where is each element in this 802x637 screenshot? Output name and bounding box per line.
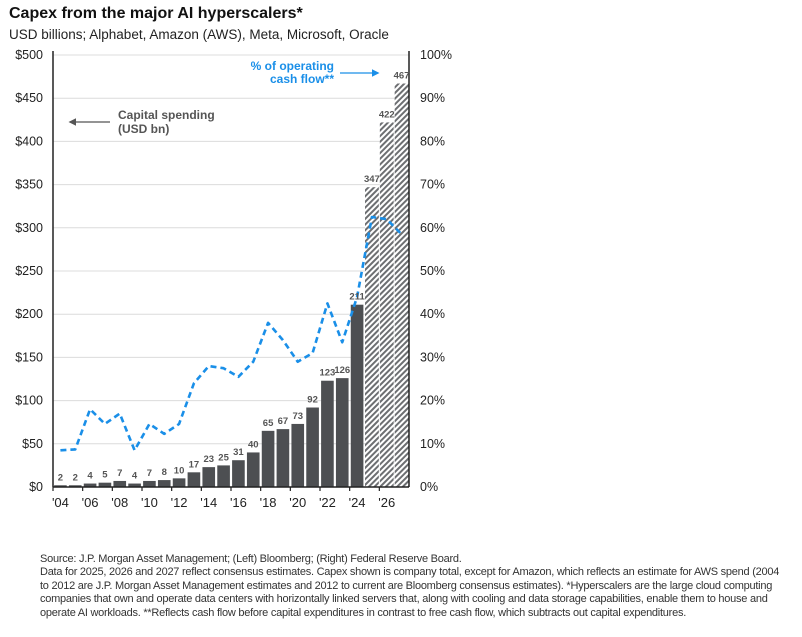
left-axis-tick-label: $100: [15, 394, 43, 408]
bar-value-label: 65: [263, 418, 274, 429]
bar: [261, 430, 275, 487]
x-axis-tick-label: '04: [52, 495, 69, 510]
bar-value-label: 40: [248, 439, 259, 450]
bar: [157, 480, 171, 487]
chart-subtitle: USD billions; Alphabet, Amazon (AWS), Me…: [9, 27, 389, 42]
bar-estimate: [394, 83, 409, 488]
left-axis-tick-label: $350: [15, 178, 43, 192]
bar-value-label: 422: [379, 109, 395, 120]
bar: [128, 483, 141, 487]
bar: [68, 485, 82, 487]
bar: [202, 467, 216, 487]
line-series: [60, 215, 403, 452]
bar-value-label: 5: [102, 470, 108, 481]
bar-value-label: 467: [394, 71, 410, 82]
bar-value-label: 67: [278, 416, 289, 427]
bar-value-label: 25: [218, 452, 229, 463]
right-axis-tick-label: 60%: [420, 221, 445, 235]
bar-value-label: 31: [233, 447, 244, 458]
x-axis-tick-label: '16: [230, 495, 247, 510]
left-axis-tick-label: $400: [15, 134, 43, 148]
footnote-source: Source: J.P. Morgan Asset Management; (L…: [40, 553, 462, 565]
bar: [98, 482, 112, 487]
bar: [246, 452, 260, 487]
x-axis-tick-label: '18: [260, 495, 277, 510]
bar-value-label: 126: [334, 365, 350, 376]
x-axis-tick-label: '06: [82, 495, 99, 510]
x-axis-tick-label: '08: [111, 495, 128, 510]
ocf-label-line1: % of operating: [251, 59, 334, 73]
right-axis-tick-label: 30%: [420, 350, 445, 364]
bar-estimate: [365, 187, 379, 487]
chart-title: Capex from the major AI hyperscalers*: [9, 5, 303, 22]
bar: [172, 478, 186, 487]
bar-value-label: 2: [58, 472, 63, 483]
bar-value-label: 123: [319, 368, 335, 379]
x-axis-tick-label: '22: [319, 495, 336, 510]
x-axis-tick-label: '26: [378, 495, 395, 510]
bar: [321, 380, 334, 487]
bar-value-label: 17: [189, 459, 200, 470]
x-axis-tick-label: '24: [349, 495, 366, 510]
right-axis-tick-label: 0%: [420, 480, 438, 494]
bar-value-label: 4: [132, 471, 138, 482]
right-axis-tick-label: 40%: [420, 307, 445, 321]
bar-estimate: [379, 122, 394, 487]
bar: [54, 485, 67, 487]
bar: [232, 460, 245, 487]
footnote: Source: J.P. Morgan Asset Management; (L…: [40, 553, 790, 620]
bar-value-label: 73: [292, 411, 303, 422]
bar: [143, 480, 156, 487]
right-axis-tick-label: 20%: [420, 394, 445, 408]
right-axis-tick-label: 90%: [420, 91, 445, 105]
bar: [350, 304, 364, 487]
gridlines: [53, 54, 409, 445]
footnote-notes: Data for 2025, 2026 and 2027 reflect con…: [40, 566, 780, 619]
annotations: Capital spending (USD bn) % of operating…: [68, 59, 380, 136]
chart-area: $0 $50 $100 $150 $200 $250 $300 $350 $400 $450 $50…: [15, 48, 452, 510]
right-axis-tick-label: 70%: [420, 178, 445, 192]
bar-value-label: 23: [203, 454, 214, 465]
left-axis-tick-label: $50: [22, 437, 43, 451]
left-axis-tick-label: $0: [29, 480, 43, 494]
bar-value-label: 92: [307, 395, 318, 406]
capex-label-line2: (USD bn): [118, 122, 169, 136]
x-axis-tick-label: '20: [289, 495, 306, 510]
bar-value-label: 211: [349, 292, 365, 303]
left-axis-tick-label: $200: [15, 307, 43, 321]
right-axis-tick-label: 100%: [420, 48, 452, 62]
right-axis-tick-label: 10%: [420, 437, 445, 451]
left-axis-tick-label: $500: [15, 48, 43, 62]
capex-label-line1: Capital spending: [118, 108, 215, 122]
bar-value-label: 8: [162, 467, 167, 478]
bar: [83, 483, 97, 487]
axes: $0 $50 $100 $150 $200 $250 $300 $350 $400 $450 $50…: [15, 48, 452, 510]
bar: [291, 423, 305, 487]
left-axis-tick-label: $300: [15, 221, 43, 235]
bar-value-label: 2: [73, 472, 78, 483]
bar-value-label: 10: [174, 465, 185, 476]
bar: [187, 472, 201, 487]
x-axis-tick-label: '10: [141, 495, 158, 510]
bar-value-label: 7: [117, 468, 122, 479]
bar: [276, 429, 290, 487]
x-axis-tick-label: '12: [171, 495, 188, 510]
ocf-label-line2: cash flow**: [270, 72, 334, 86]
left-axis-tick-label: $250: [15, 264, 43, 278]
bar-value-label: 347: [364, 174, 380, 185]
right-axis-tick-label: 50%: [420, 264, 445, 278]
bar: [335, 378, 349, 487]
ocf-line: [60, 215, 403, 452]
x-axis-tick-label: '14: [200, 495, 217, 510]
bar: [113, 480, 127, 487]
bar-series: [54, 83, 409, 488]
right-axis-tick-label: 80%: [420, 134, 445, 148]
left-axis-tick-label: $450: [15, 91, 43, 105]
bar-value-label: 7: [147, 468, 152, 479]
bar-value-label: 4: [87, 471, 93, 482]
left-axis-tick-label: $150: [15, 350, 43, 364]
bar: [217, 465, 230, 487]
bar: [306, 407, 319, 487]
